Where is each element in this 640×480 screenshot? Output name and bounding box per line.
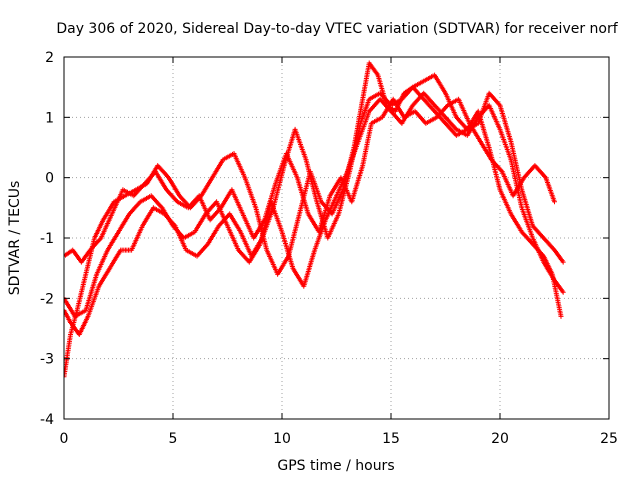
y-tick-label: -3 xyxy=(40,352,54,368)
chart-title: Day 306 of 2020, Sidereal Day-to-day VTE… xyxy=(56,21,618,37)
series-markers xyxy=(64,90,566,319)
axis-ticks: 0 5 10 15 20 25 -4 -3 -2 -1 0 1 2 xyxy=(40,50,618,447)
x-axis-label: GPS time / hours xyxy=(277,458,394,474)
series-trace-4 xyxy=(64,90,566,319)
x-tick-label: 15 xyxy=(382,431,400,447)
x-tick-label: 10 xyxy=(273,431,291,447)
series-markers xyxy=(64,96,557,265)
y-tick-label: -2 xyxy=(40,291,54,307)
x-tick-label: 5 xyxy=(169,431,178,447)
x-tick-label: 0 xyxy=(60,431,69,447)
y-tick-label: -1 xyxy=(40,231,54,247)
data-series xyxy=(64,60,566,380)
y-tick-label: -4 xyxy=(40,412,54,428)
y-axis-label: SDTVAR / TECUs xyxy=(7,181,23,296)
x-tick-label: 20 xyxy=(491,431,509,447)
y-tick-label: 1 xyxy=(45,110,54,126)
y-tick-label: 0 xyxy=(45,171,54,187)
x-tick-label: 25 xyxy=(600,431,618,447)
y-tick-label: 2 xyxy=(45,50,54,66)
